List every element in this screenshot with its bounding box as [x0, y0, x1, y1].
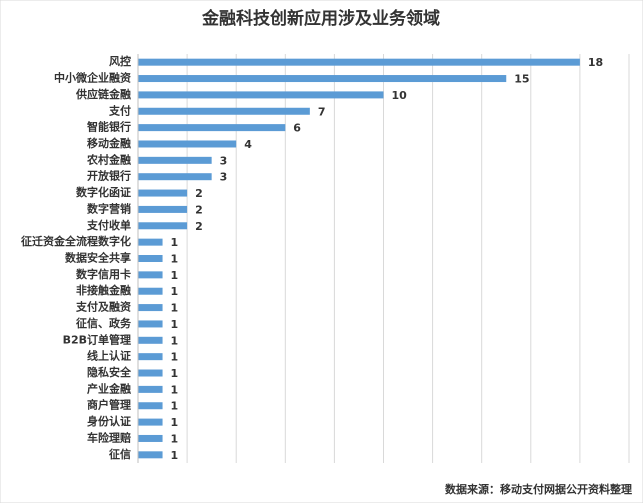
chart-title: 金融科技创新应用涉及业务领域 [201, 8, 440, 29]
y-tick-label: 征迁资金全流程数字化 [21, 234, 131, 248]
value-label: 2 [195, 203, 203, 216]
bar [138, 91, 384, 99]
y-tick-label: 支付 [108, 103, 131, 117]
bar [138, 140, 237, 148]
y-tick-label: 车险理赔 [87, 430, 131, 444]
value-label: 2 [195, 187, 203, 200]
y-tick-label: 供应链金融 [75, 87, 131, 101]
y-tick-label: 产业金融 [87, 381, 131, 395]
y-tick-label: 线上认证 [87, 349, 131, 363]
bar [138, 205, 188, 213]
y-tick-label: 非接触金融 [76, 283, 131, 297]
y-tick-label: 数字营销 [87, 201, 131, 215]
y-tick-label: 征信、政务 [76, 316, 132, 330]
value-label: 1 [171, 367, 179, 380]
y-tick-label: 隐私安全 [87, 365, 132, 379]
bar [138, 173, 212, 181]
y-tick-label: 智能银行 [87, 120, 131, 134]
y-tick-label: 风控 [109, 54, 131, 68]
bar [138, 451, 163, 459]
bar [138, 402, 163, 410]
bar [138, 58, 580, 66]
bar [138, 189, 188, 197]
y-tick-label: 数字信用卡 [76, 267, 131, 281]
value-label: 1 [171, 432, 179, 445]
y-tick-label: 数字化函证 [76, 185, 131, 199]
bar [138, 107, 310, 115]
value-label: 1 [171, 334, 179, 347]
bar [138, 418, 163, 426]
bar [138, 353, 163, 361]
bar [138, 156, 212, 164]
value-label: 7 [318, 105, 326, 118]
bar [138, 255, 163, 262]
bar [138, 369, 163, 377]
value-label: 3 [220, 171, 228, 184]
value-label: 10 [392, 89, 408, 102]
value-label: 1 [171, 449, 179, 462]
value-label: 1 [171, 400, 179, 413]
y-tick-label: 征信 [109, 447, 131, 461]
bar [138, 124, 286, 132]
value-label: 1 [171, 253, 179, 266]
value-label: 1 [171, 302, 179, 315]
y-tick-label: 农村金融 [86, 152, 131, 166]
value-label: 3 [220, 154, 228, 167]
value-label: 6 [293, 122, 301, 135]
value-label: 15 [514, 73, 529, 86]
value-label: 1 [171, 318, 179, 331]
source-note: 数据来源：移动支付网据公开资料整理 [445, 482, 632, 496]
y-tick-label: 支付及融资 [75, 300, 131, 314]
y-tick-label: 身份认证 [87, 414, 131, 428]
value-label: 2 [195, 220, 203, 233]
value-label: 1 [171, 416, 179, 429]
y-tick-label: B2B订单管理 [63, 332, 131, 346]
bar [138, 238, 163, 246]
value-label: 18 [588, 56, 603, 69]
bar [138, 434, 163, 442]
bar [138, 75, 507, 83]
bar [138, 320, 163, 328]
bar [138, 385, 163, 393]
y-tick-label: 支付收单 [86, 218, 131, 232]
bar [138, 287, 163, 295]
bar [138, 336, 163, 344]
value-label: 1 [171, 383, 179, 396]
y-tick-label: 数据安全共享 [65, 251, 131, 265]
value-label: 1 [171, 269, 179, 282]
y-tick-label: 商户管理 [87, 398, 131, 412]
y-tick-label: 开放银行 [87, 169, 131, 183]
value-label: 1 [171, 285, 179, 298]
value-label: 1 [171, 236, 179, 249]
value-label: 1 [171, 351, 179, 364]
bar [138, 271, 163, 279]
y-tick-label: 移动金融 [87, 136, 131, 150]
bar [138, 304, 163, 312]
value-label: 4 [244, 138, 252, 151]
bar [138, 222, 188, 230]
y-tick-label: 中小微企业融资 [54, 71, 131, 85]
